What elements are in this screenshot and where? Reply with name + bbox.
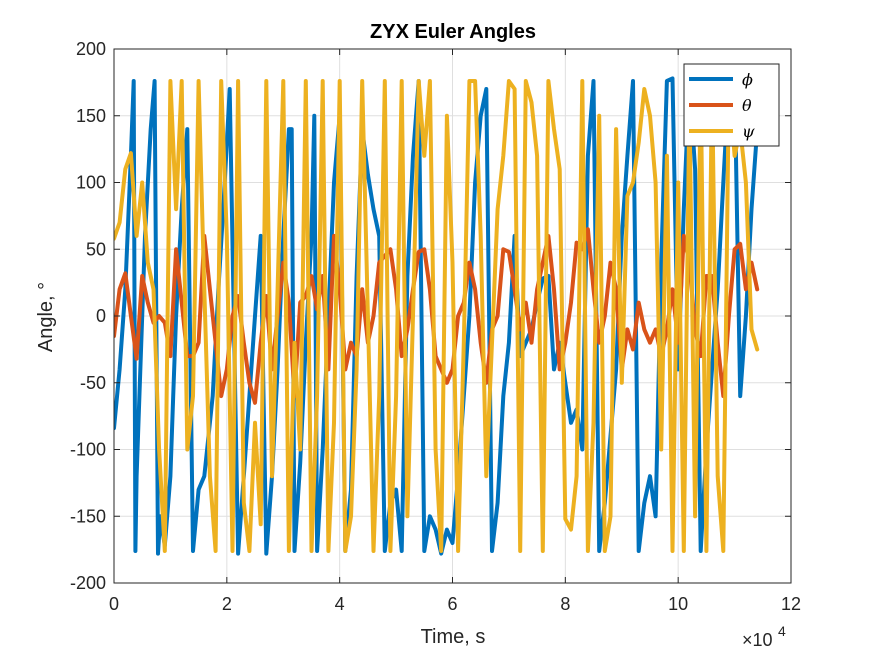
x-axis-label: Time, s [421, 626, 486, 648]
y-tick-label: -50 [80, 373, 106, 393]
x-tick-label: 0 [109, 594, 119, 614]
y-tick-label: 100 [76, 173, 106, 193]
series-line-2 [114, 79, 760, 553]
x-tick-label: 8 [560, 594, 570, 614]
x-axis-exponent: ×10 4 [742, 623, 786, 650]
legend-label-0: ϕ [742, 70, 753, 89]
y-tick-label: -100 [70, 440, 106, 460]
x-tick-label: 10 [668, 594, 688, 614]
x-tick-label: 6 [447, 594, 457, 614]
x-exponent-power: 4 [778, 623, 786, 639]
legend: ϕθψ [683, 63, 780, 147]
series-line-0 [114, 76, 760, 556]
ticks: 0 2 4 6 8 10 12 -200 -150 -100 -50 0 50 100 150 200 [70, 39, 801, 614]
legend-label-1: θ [742, 96, 752, 115]
legend-label-2: ψ [742, 122, 755, 141]
chart-title: ZYX Euler Angles [370, 21, 536, 43]
y-axis-label: Angle, ° [35, 282, 57, 352]
x-tick-label: 4 [335, 594, 345, 614]
series-layer [114, 76, 760, 556]
y-tick-label: 200 [76, 39, 106, 59]
x-tick-label: 12 [781, 594, 801, 614]
x-exponent-base: ×10 [742, 630, 773, 650]
y-tick-label: 50 [86, 239, 106, 259]
x-tick-label: 2 [222, 594, 232, 614]
y-tick-label: -150 [70, 506, 106, 526]
y-tick-label: 0 [96, 306, 106, 326]
y-tick-label: 150 [76, 106, 106, 126]
y-tick-label: -200 [70, 573, 106, 593]
